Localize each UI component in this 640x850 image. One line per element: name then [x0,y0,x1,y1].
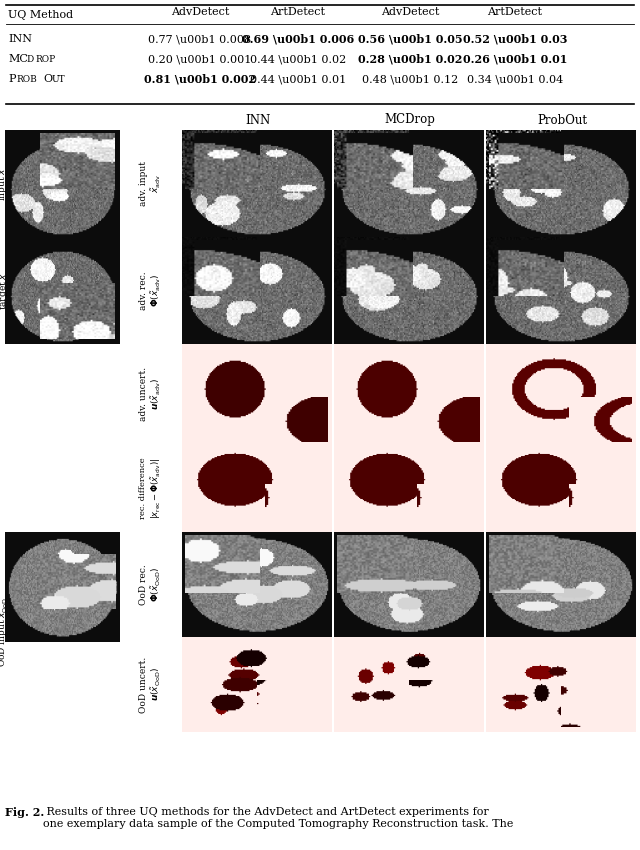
Text: ProbOut: ProbOut [537,114,587,127]
Text: 0.81 \u00b1 0.002: 0.81 \u00b1 0.002 [144,73,256,84]
Text: 0.44 \u00b1 0.01: 0.44 \u00b1 0.01 [250,74,346,84]
Text: UQ Method: UQ Method [8,10,73,20]
Text: OoD rec.
$\boldsymbol{\Phi}(\tilde{x}_{\mathrm{OoD}})$: OoD rec. $\boldsymbol{\Phi}(\tilde{x}_{\… [139,564,163,605]
Text: OoD uncert.
$\boldsymbol{u}(\tilde{x}_{\mathrm{OoD}})$: OoD uncert. $\boldsymbol{u}(\tilde{x}_{\… [139,656,163,712]
Text: D: D [26,54,33,64]
Text: MC: MC [8,54,28,64]
Text: 0.44 \u00b1 0.02: 0.44 \u00b1 0.02 [250,54,346,64]
Text: 0.20 \u00b1 0.001: 0.20 \u00b1 0.001 [148,54,252,64]
Text: MCDrop: MCDrop [385,114,435,127]
Text: ROB: ROB [16,75,36,83]
Text: ArtDetect: ArtDetect [488,7,543,17]
Text: adv. uncert.
$\boldsymbol{u}(\tilde{x}_{\mathrm{adv}})$: adv. uncert. $\boldsymbol{u}(\tilde{x}_{… [139,367,163,421]
Text: OoD input $\tilde{x}_{\mathrm{OoD}}$: OoD input $\tilde{x}_{\mathrm{OoD}}$ [0,597,10,667]
Text: 0.28 \u00b1 0.02: 0.28 \u00b1 0.02 [358,54,462,65]
Text: adv. input
$\tilde{x}_{\mathrm{adv}}$: adv. input $\tilde{x}_{\mathrm{adv}}$ [139,161,163,206]
Text: 0.34 \u00b1 0.04: 0.34 \u00b1 0.04 [467,74,563,84]
Text: 0.48 \u00b1 0.12: 0.48 \u00b1 0.12 [362,74,458,84]
Text: 0.26 \u00b1 0.01: 0.26 \u00b1 0.01 [463,54,567,65]
Text: P: P [8,74,15,84]
Text: ROP: ROP [35,54,55,64]
Text: INN: INN [8,34,32,44]
Text: 0.56 \u00b1 0.05: 0.56 \u00b1 0.05 [358,33,462,44]
Text: Results of three UQ methods for the AdvDetect and ArtDetect experiments for
one : Results of three UQ methods for the AdvD… [43,808,513,829]
Text: O: O [43,74,52,84]
Text: target $x$: target $x$ [0,271,10,309]
Text: adv. rec.
$\boldsymbol{\Phi}(\tilde{x}_{\mathrm{adv}})$: adv. rec. $\boldsymbol{\Phi}(\tilde{x}_{… [139,271,163,309]
Text: 0.52 \u00b1 0.03: 0.52 \u00b1 0.03 [463,33,567,44]
Text: input $\tilde{x}$: input $\tilde{x}$ [0,167,10,201]
Text: 0.69 \u00b1 0.006: 0.69 \u00b1 0.006 [242,33,354,44]
Text: ArtDetect: ArtDetect [271,7,326,17]
Text: rec. difference
$|x_{\mathrm{rec}} - \boldsymbol{\Phi}(\tilde{x}_{\mathrm{adv}}): rec. difference $|x_{\mathrm{rec}} - \bo… [139,457,163,518]
Text: AdvDetect: AdvDetect [171,7,229,17]
Text: UT: UT [52,75,66,83]
Text: Fig. 2.: Fig. 2. [5,808,44,819]
Text: AdvDetect: AdvDetect [381,7,439,17]
Text: 0.77 \u00b1 0.008: 0.77 \u00b1 0.008 [148,34,252,44]
Text: INN: INN [245,114,271,127]
